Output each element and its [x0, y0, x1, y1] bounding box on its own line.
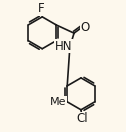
Text: HN: HN [55, 40, 72, 53]
Text: Cl: Cl [77, 112, 88, 125]
Text: F: F [38, 2, 44, 15]
Text: Me: Me [50, 97, 66, 107]
Text: O: O [81, 21, 90, 34]
